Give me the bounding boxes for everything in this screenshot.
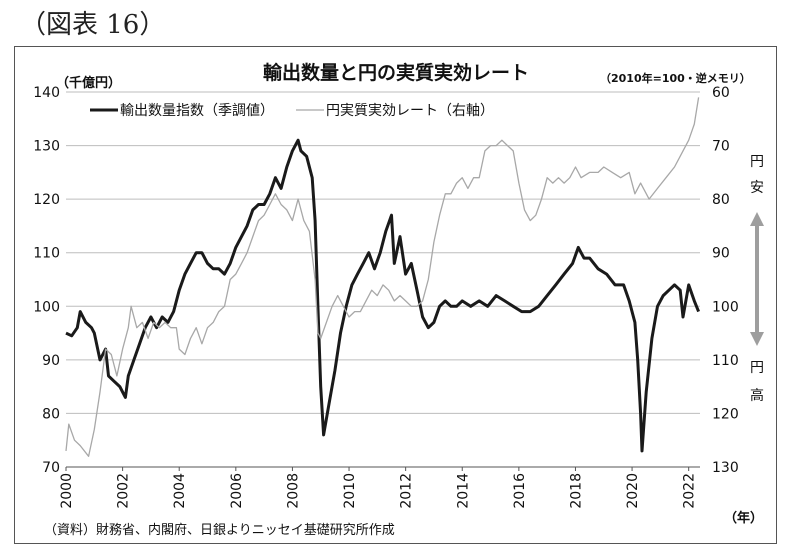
y-right-tick-100: 100 [712,299,739,315]
y-right-tick-70: 70 [712,139,730,155]
x-tick-2006: 2006 [229,473,245,509]
annotation-yen-weak-char-1: 円 [750,154,764,170]
x-tick-2022: 2022 [682,473,698,509]
x-tick-2014: 2014 [455,473,471,509]
x-axis-unit: （年） [724,511,764,526]
chart-frame [14,46,777,544]
y-left-tick-140: 140 [33,85,60,101]
chart-title: 輸出数量と円の実質実効レート [262,62,529,84]
y-right-tick-60: 60 [712,85,730,101]
x-tick-2002: 2002 [116,473,132,509]
annotation-yen-strong-char-2: 高 [750,387,764,404]
y-right-tick-120: 120 [712,406,739,422]
y-right-tick-80: 80 [712,192,730,208]
x-tick-2018: 2018 [568,473,584,509]
x-tick-2000: 2000 [59,473,75,509]
x-tick-2012: 2012 [399,473,415,509]
series-line-yen [65,97,700,457]
x-tick-2004: 2004 [172,473,188,509]
x-tick-2010: 2010 [342,473,358,509]
y-left-tick-100: 100 [33,299,60,315]
x-tick-2008: 2008 [285,473,301,509]
right-axis-unit: （2010年=100・逆メモリ） [600,72,751,85]
series-line-exports [65,138,700,453]
y-right-tick-130: 130 [712,460,739,476]
y-left-tick-130: 130 [33,139,60,155]
legend-label-yen: 円実質実効レート（右軸） [326,103,494,119]
y-right-tick-90: 90 [712,246,730,262]
arrow-head-up [750,212,764,226]
y-left-tick-80: 80 [42,406,60,422]
arrow-shaft [755,224,759,334]
y-left-tick-90: 90 [42,353,60,369]
legend-label-exports: 輸出数量指数（季調値） [120,103,274,119]
x-tick-2020: 2020 [625,473,641,509]
arrow-head-down [750,332,764,346]
y-right-tick-110: 110 [712,353,739,369]
y-left-tick-70: 70 [42,460,60,476]
x-tick-2016: 2016 [512,473,528,509]
source-note: （資料）財務省、内閣府、日銀よりニッセイ基礎研究所作成 [44,523,395,538]
annotation-yen-weak-char-2: 安 [750,180,764,196]
figure-label: （図表 16） [20,10,166,40]
y-left-tick-120: 120 [33,192,60,208]
y-left-tick-110: 110 [33,246,60,262]
left-axis-unit: （千億円） [56,76,122,91]
annotation-yen-strong-char-1: 円 [750,360,764,376]
